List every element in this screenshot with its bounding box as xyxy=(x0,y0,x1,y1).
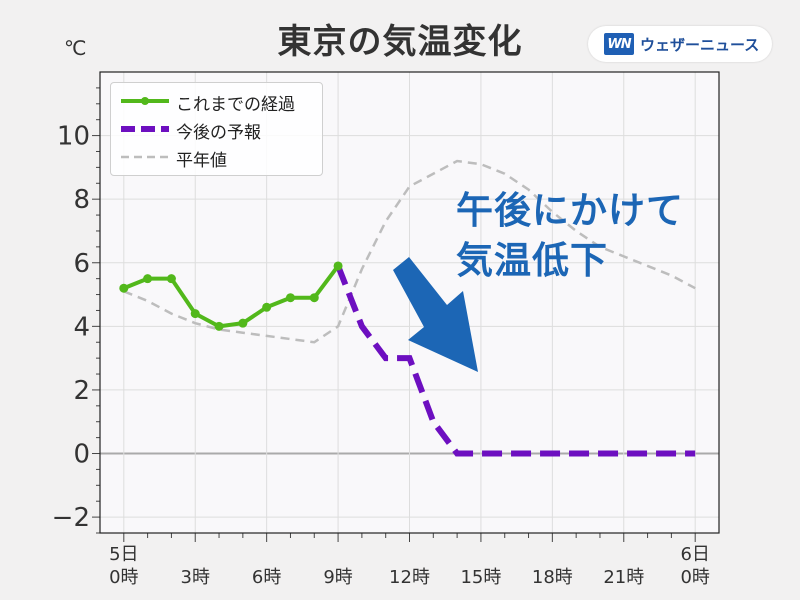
brand-badge: WN ウェザーニュース xyxy=(588,26,772,62)
legend-item-normal: 平年値 xyxy=(111,142,322,171)
y-tick-label: 4 xyxy=(73,312,90,342)
down-arrow-icon xyxy=(393,257,478,372)
series-observed-point xyxy=(309,293,319,303)
x-tick-label-hour: 6時 xyxy=(252,567,281,588)
plot-frame xyxy=(99,71,720,534)
legend-label-normal: 平年値 xyxy=(176,151,227,171)
y-tick-label: 6 xyxy=(73,249,90,279)
legend-item-observed: これまでの経過 xyxy=(111,86,322,115)
series-observed-line xyxy=(123,264,340,329)
series-observed-point xyxy=(119,283,129,293)
legend-swatch-observed xyxy=(121,97,169,105)
x-tick-label-date: 6日 xyxy=(680,544,709,565)
y-tick-label: 10 xyxy=(57,122,90,152)
series-observed-point xyxy=(333,261,343,271)
x-tick-label-hour: 9時 xyxy=(323,567,352,588)
trend-arrow xyxy=(393,257,478,372)
series-lines xyxy=(119,159,696,457)
series-observed-point xyxy=(214,321,224,331)
x-tick-label-hour: 18時 xyxy=(532,567,573,588)
y-tick-label: 0 xyxy=(73,440,90,470)
series-observed-point xyxy=(190,309,200,319)
chart-title: 東京の気温変化 xyxy=(277,22,523,62)
series-forecast-line xyxy=(335,264,696,457)
brand-name: ウェザーニュース xyxy=(640,35,760,54)
legend-swatch-forecast xyxy=(121,126,169,132)
y-tick-label: 2 xyxy=(73,376,90,406)
series-observed-point xyxy=(238,318,248,328)
x-tick-label-date: 5日 xyxy=(109,544,138,565)
x-tick-label-hour: 12時 xyxy=(389,567,430,588)
legend-item-forecast: 今後の予報 xyxy=(111,114,322,143)
y-axis-ticks: −2 0 2 4 6 8 10 xyxy=(52,87,100,534)
annotation-text: 午後にかけて 気温低下 xyxy=(456,186,706,286)
series-observed-point xyxy=(285,293,295,303)
x-tick-label-hour: 0時 xyxy=(680,567,709,588)
legend-swatch-normal xyxy=(121,155,169,159)
x-tick-label-hour: 21時 xyxy=(603,567,644,588)
legend-label-observed: これまでの経過 xyxy=(176,95,295,115)
y-axis-unit: ℃ xyxy=(64,36,87,60)
legend: これまでの経過 今後の予報 平年値 xyxy=(110,82,323,176)
brand-logo-icon: WN xyxy=(604,33,634,55)
annotation-line-2: 気温低下 xyxy=(456,239,608,282)
y-tick-label: 8 xyxy=(73,185,90,215)
x-tick-label-hour: 3時 xyxy=(181,567,210,588)
series-observed-point xyxy=(262,302,272,312)
annotation-line-1: 午後にかけて xyxy=(456,189,684,232)
x-tick-label-hour: 0時 xyxy=(109,567,138,588)
y-tick-label: −2 xyxy=(52,503,90,533)
legend-label-forecast: 今後の予報 xyxy=(176,123,261,143)
x-tick-label-hour: 15時 xyxy=(460,567,501,588)
series-observed-point xyxy=(166,274,176,284)
series-observed-point xyxy=(143,274,153,284)
